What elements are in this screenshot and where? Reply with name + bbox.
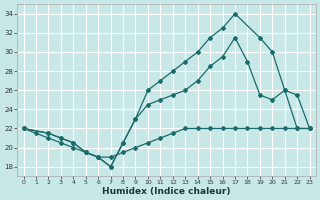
X-axis label: Humidex (Indice chaleur): Humidex (Indice chaleur) — [102, 187, 231, 196]
